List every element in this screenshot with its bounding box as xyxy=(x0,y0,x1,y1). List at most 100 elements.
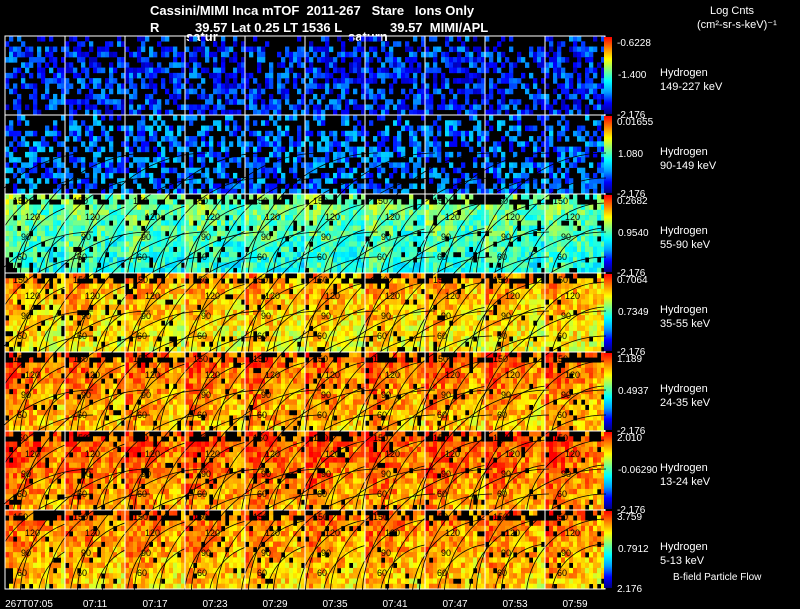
contour-label: 120 xyxy=(385,212,400,222)
contour-line xyxy=(0,310,94,351)
panel-r6-c9: 60 90 120 150 xyxy=(475,468,607,600)
colorbar xyxy=(604,511,612,588)
contour-label: 120 xyxy=(385,291,400,301)
contour-line xyxy=(475,310,607,442)
contour-label: 150 xyxy=(13,354,28,364)
panel-r4-c6: 60 90 120 150 xyxy=(304,310,436,442)
energy-label: 35-55 keV xyxy=(660,318,711,330)
contour-label: 90 xyxy=(21,469,31,479)
colorbar xyxy=(604,37,612,114)
contour-label: 150 xyxy=(553,275,568,285)
contour-line xyxy=(411,281,493,363)
contour-label: 150 xyxy=(133,275,148,285)
panel-r4-c8: 60 90 120 150 xyxy=(418,310,550,442)
contour-label: 150 xyxy=(193,196,208,206)
contour-label: 150 xyxy=(373,196,388,206)
contour-line xyxy=(386,414,493,521)
contour-line xyxy=(475,152,607,284)
contour-label: 90 xyxy=(561,390,571,400)
species-label: Hydrogen xyxy=(660,304,708,316)
contour-line xyxy=(525,360,607,442)
contour-label: 90 xyxy=(381,311,391,321)
contour-line xyxy=(525,202,607,284)
colorbar-max: 3.759 xyxy=(617,512,642,523)
contour-line xyxy=(329,177,436,284)
contour-line xyxy=(247,231,379,363)
contour-label: 150 xyxy=(73,275,88,285)
panel-r2-c0: 60 90 120 150 xyxy=(0,152,94,284)
contour-label: 120 xyxy=(385,449,400,459)
contour-label: 60 xyxy=(557,252,567,262)
contour-line xyxy=(19,231,151,363)
contour-label: 120 xyxy=(265,370,280,380)
time-tick-label: 07:29 xyxy=(262,599,287,609)
contour-label: 60 xyxy=(497,331,507,341)
contour-label: 90 xyxy=(261,469,271,479)
panel-r4-c0: 60 90 120 150 xyxy=(0,310,94,442)
panel-r2-c8: 60 90 120 150 xyxy=(418,152,550,284)
contour-label: 60 xyxy=(377,489,387,499)
contour-label: 90 xyxy=(201,469,211,479)
contour-label: 120 xyxy=(145,370,160,380)
contour-line xyxy=(329,256,436,363)
contour-label: 60 xyxy=(437,489,447,499)
contour-line xyxy=(500,414,607,521)
contour-label: 90 xyxy=(441,548,451,558)
panel-r0-c8 xyxy=(484,35,546,116)
contour-label: 120 xyxy=(445,370,460,380)
contour-line xyxy=(418,231,550,363)
colorbar-min: -2.176 xyxy=(617,110,646,121)
contour-label: 90 xyxy=(261,548,271,558)
chart-title: Cassini/MIMI Inca mTOF 2011-267 Stare Io… xyxy=(150,3,475,18)
contour-line xyxy=(304,310,436,442)
panel-r0-c3 xyxy=(184,35,246,116)
contour-line xyxy=(76,468,208,600)
panel-r5-c0: 60 90 120 150 xyxy=(0,389,94,521)
contour-line xyxy=(215,256,322,363)
colorbar-max: 2.010 xyxy=(617,433,642,444)
contour-label: 90 xyxy=(561,469,571,479)
contour-label: 120 xyxy=(85,212,100,222)
contour-line xyxy=(272,335,379,442)
contour-label: 90 xyxy=(21,390,31,400)
time-tick-label: 07:11 xyxy=(83,599,108,609)
subtitle-source: 39.57 MIMI/APL xyxy=(390,20,489,35)
contour-label: 150 xyxy=(493,196,508,206)
contour-line xyxy=(386,177,493,284)
contour-line xyxy=(101,335,208,442)
colorbar-min: 2.176 xyxy=(617,584,642,595)
contour-label: 150 xyxy=(493,275,508,285)
contour-label: 120 xyxy=(145,212,160,222)
contour-line xyxy=(247,310,379,442)
contour-label: 150 xyxy=(193,354,208,364)
contour-label: 150 xyxy=(553,512,568,522)
contour-label: 60 xyxy=(557,489,567,499)
contour-label: 150 xyxy=(73,196,88,206)
contour-label: 60 xyxy=(317,331,327,341)
contour-label: 90 xyxy=(141,469,151,479)
contour-label: 150 xyxy=(193,275,208,285)
contour-label: 60 xyxy=(257,568,267,578)
time-tick-label: 267T07:05 xyxy=(5,599,53,609)
contour-label: 90 xyxy=(21,311,31,321)
contour-label: 150 xyxy=(73,354,88,364)
panel-r6-c7: 60 90 120 150 xyxy=(361,468,493,600)
contour-line xyxy=(190,389,322,521)
contour-label: 120 xyxy=(565,291,580,301)
contour-label: 120 xyxy=(385,528,400,538)
panel-r6-c3: 60 90 120 150 xyxy=(133,468,265,600)
contour-label: 90 xyxy=(81,311,91,321)
contour-label: 120 xyxy=(25,212,40,222)
contour-line xyxy=(468,360,550,442)
contour-line xyxy=(418,468,550,600)
contour-label: 90 xyxy=(501,311,511,321)
units-sublabel: (cm²-sr-s-keV)⁻¹ xyxy=(697,19,777,31)
contour-label: 60 xyxy=(437,568,447,578)
colorbar-min: -2.176 xyxy=(617,189,646,200)
contour-label: 90 xyxy=(81,469,91,479)
time-tick-label: 07:53 xyxy=(502,599,527,609)
time-tick-label: 07:47 xyxy=(442,599,467,609)
panel-r5-c5: 60 90 120 150 xyxy=(247,389,379,521)
contour-line xyxy=(19,468,151,600)
